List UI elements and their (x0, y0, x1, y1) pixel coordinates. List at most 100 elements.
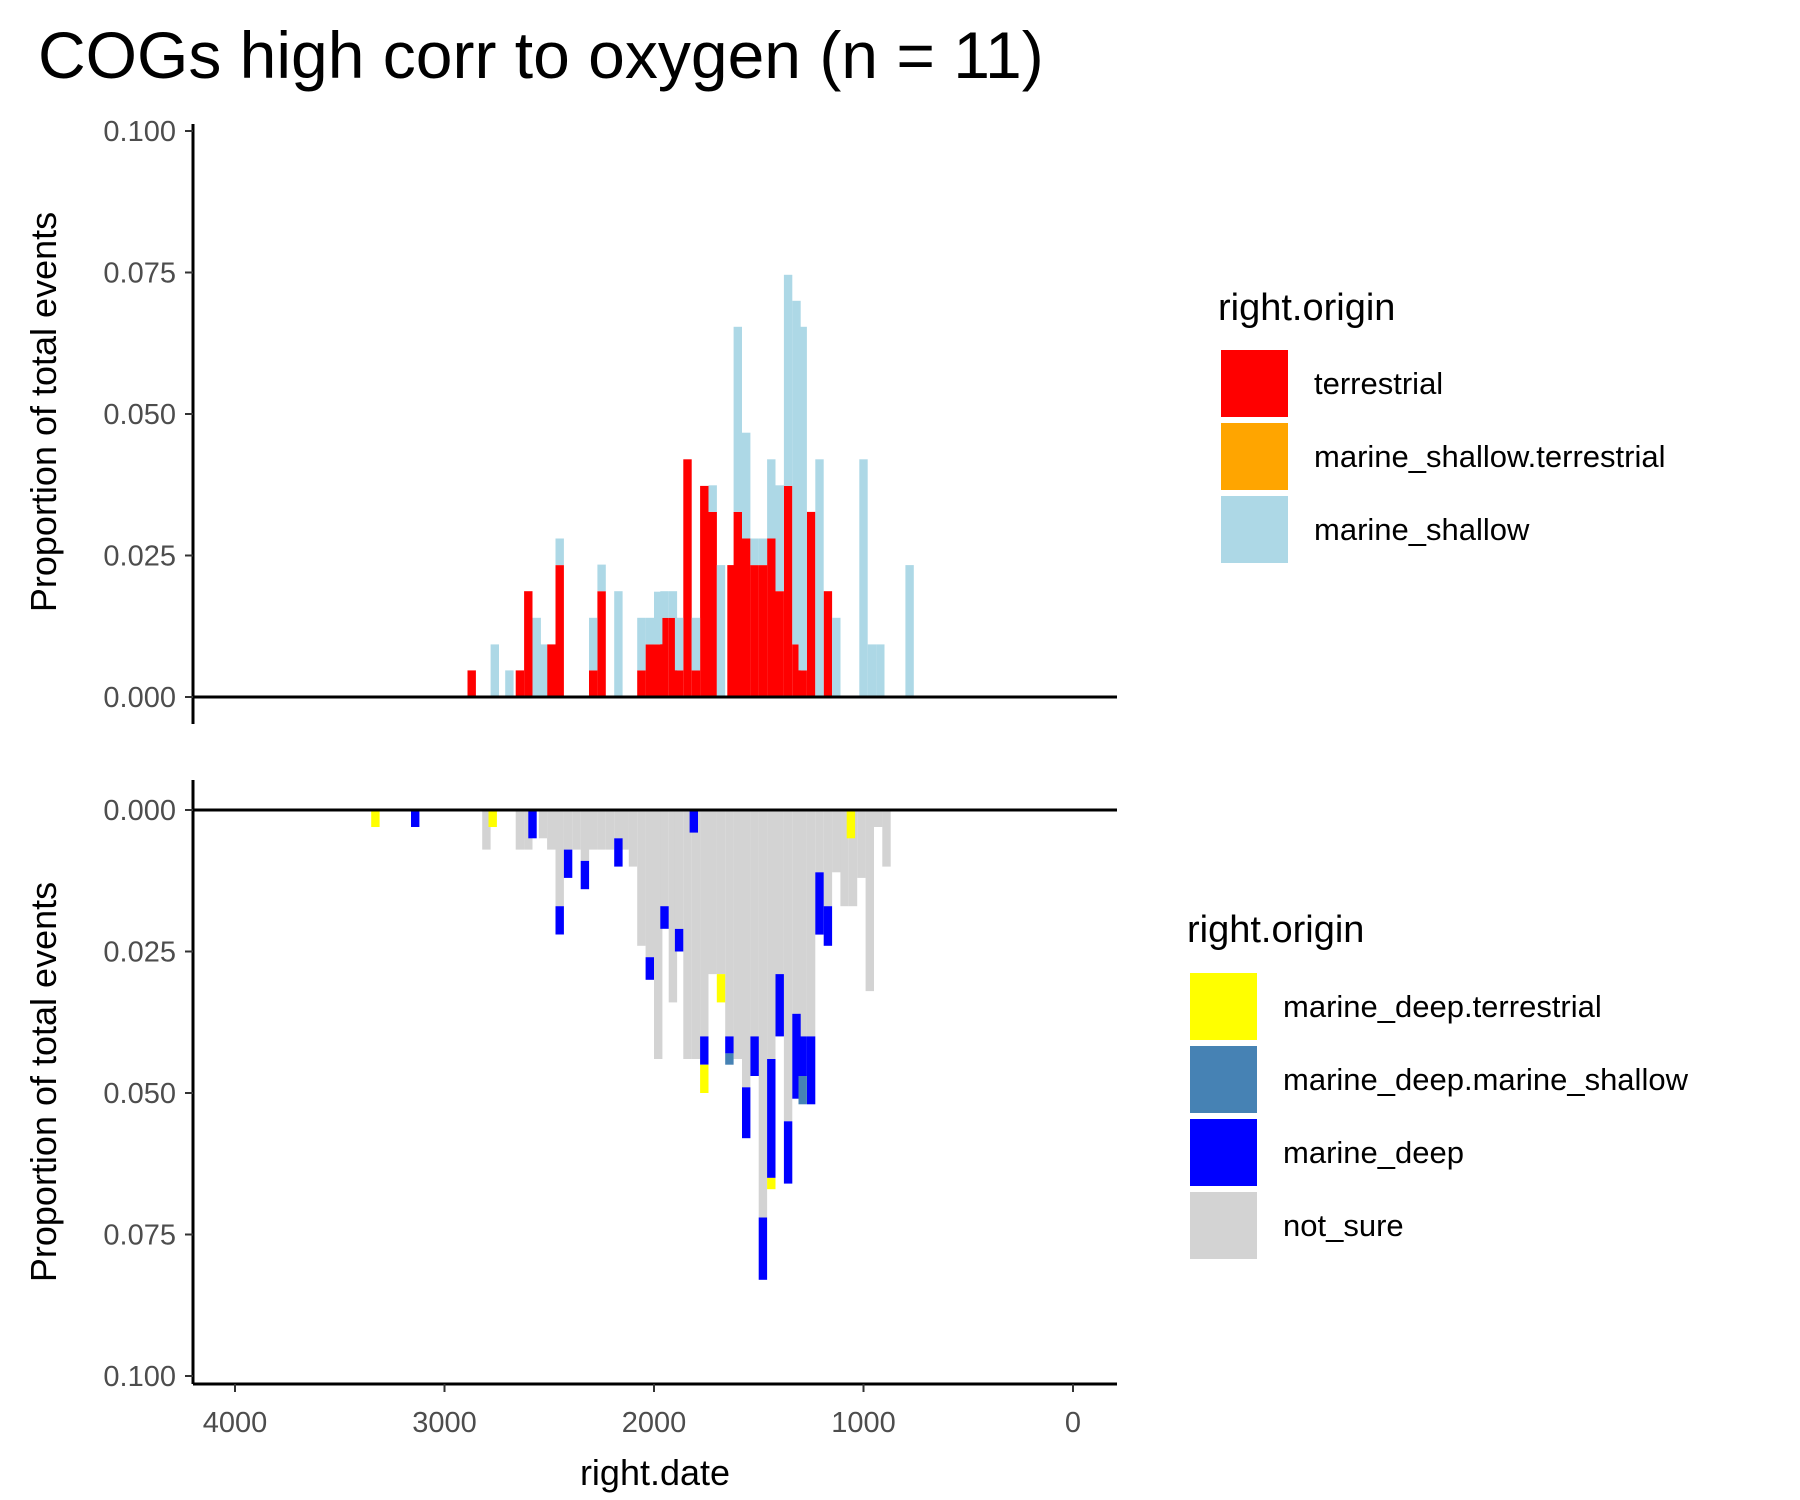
bottom-bar-not-sure (815, 810, 824, 873)
bottom-bar-marine-deep (792, 1013, 801, 1099)
top-bar-terrestrial (783, 485, 793, 697)
top-bar-terrestrial (792, 644, 801, 697)
top-bar-terrestrial (645, 644, 654, 697)
top-bar-marine-shallow (867, 644, 877, 697)
bottom-x-ticks: 4000 3000 2000 1000 0 (203, 1384, 1081, 1439)
bottom-bar-not-sure (654, 810, 663, 1059)
legend-label: marine_deep.terrestrial (1283, 989, 1602, 1024)
bottom-bar-not-sure (742, 810, 751, 1088)
bottom-bar-marine-deep (750, 1036, 759, 1076)
bottom-bar-marine-deep (742, 1087, 751, 1139)
bottom-bar-not-sure (767, 810, 776, 1059)
bottom-bar-marine-deep (700, 1036, 709, 1065)
top-bar-terrestrial (660, 617, 669, 697)
bottom-bar-not-sure (725, 810, 734, 1037)
x-tick-label: 4000 (203, 1407, 268, 1439)
top-bar-marine-shallow (490, 644, 499, 697)
top-bar-marine-shallow (668, 591, 678, 618)
top-bar-marine-shallow (876, 644, 885, 697)
bottom-bar-not-sure (783, 810, 793, 1122)
bottom-bar-marine-deep-terrestrial (371, 810, 380, 827)
top-bar-terrestrial (708, 511, 717, 697)
bottom-bar-not-sure (668, 810, 678, 1003)
top-bar-terrestrial (700, 485, 709, 697)
bottom-bar-marine-deep (815, 872, 824, 935)
top-bar-marine-shallow (555, 538, 564, 566)
bottom-bar-not-sure (538, 810, 548, 839)
top-bar-marine-shallow (589, 617, 598, 671)
legend-label: marine_deep (1283, 1135, 1464, 1170)
legend-swatch (1221, 423, 1288, 490)
bottom-bar-marine-deep (689, 810, 698, 833)
bottom-bar-marine-deep (783, 1121, 793, 1184)
x-axis-label: right.date (580, 1452, 730, 1493)
top-bar-marine-shallow (654, 591, 663, 645)
top-bar-marine-shallow (832, 617, 841, 697)
top-bars (467, 274, 914, 697)
bottom-y-ticks: 0.000 0.025 0.050 0.075 0.100 (103, 795, 193, 1393)
top-bar-marine-shallow (783, 274, 793, 486)
top-bar-marine-shallow (691, 617, 701, 671)
bottom-bar-not-sure (792, 810, 801, 1014)
top-bar-marine-shallow (905, 565, 914, 697)
legend-top-title: right.origin (1218, 287, 1395, 329)
bottom-bar-not-sure (823, 810, 833, 907)
top-bar-marine-shallow (505, 670, 514, 697)
top-bar-marine-shallow (645, 617, 654, 645)
top-bar-terrestrial (775, 591, 784, 697)
x-tick-label: 3000 (412, 1407, 477, 1439)
legend-label: marine_shallow (1314, 512, 1530, 547)
bottom-bar-not-sure (605, 810, 615, 850)
bottom-bar-marine-deep (823, 906, 833, 946)
bottom-bar-not-sure (555, 810, 564, 907)
top-bar-terrestrial (637, 670, 646, 697)
top-bar-marine-shallow (532, 617, 541, 697)
legend-top: right.origin terrestrial marine_shallow.t… (1218, 287, 1665, 563)
bottom-bar-marine-deep (806, 1036, 816, 1105)
top-bar-terrestrial (668, 617, 678, 697)
top-bar-marine-shallow (758, 538, 768, 566)
top-bar-terrestrial (555, 565, 564, 697)
top-bar-marine-shallow (614, 591, 623, 697)
top-bar-terrestrial (767, 538, 776, 697)
bottom-bar-marine-deep (775, 974, 784, 1037)
top-bar-terrestrial (691, 670, 701, 697)
top-y-ticks: 0.000 0.025 0.050 0.075 0.100 (103, 116, 193, 714)
top-bar-terrestrial (750, 565, 759, 697)
top-bar-terrestrial (589, 670, 598, 697)
bottom-bar-not-sure (840, 810, 849, 907)
bottom-bar-marine-deep (758, 1217, 768, 1280)
y-tick-label: 0.075 (103, 258, 176, 290)
legend-bottom: right.origin marine_deep.terrestrialmari… (1187, 909, 1689, 1259)
x-tick-label: 2000 (622, 1407, 687, 1439)
bottom-bar-marine-deep-terrestrial (488, 810, 497, 827)
y-tick-label: 0.100 (103, 1361, 176, 1393)
top-bar-terrestrial (733, 511, 742, 697)
y-tick-label: 0.000 (103, 795, 176, 827)
bottom-bar-marine-deep-marine-shallow (725, 1053, 734, 1065)
top-bar-terrestrial (727, 565, 736, 697)
legend-label: terrestrial (1314, 366, 1443, 401)
bottom-bar-not-sure (882, 810, 891, 867)
bottom-bar-not-sure (775, 810, 784, 975)
y-tick-label: 0.050 (103, 399, 176, 431)
bottom-bar-not-sure (620, 810, 629, 850)
bottom-bar-not-sure (874, 810, 883, 827)
bottom-bar-not-sure (628, 810, 638, 867)
top-bar-marine-shallow (767, 459, 776, 539)
bottom-bar-not-sure (563, 810, 573, 850)
y-tick-label: 0.075 (103, 1220, 176, 1252)
top-bar-marine-shallow (750, 538, 759, 566)
top-bar-marine-shallow (716, 565, 726, 697)
bottom-bar-not-sure (865, 810, 874, 992)
bottom-bar-not-sure (708, 810, 717, 975)
bottom-bar-not-sure (758, 810, 768, 1218)
bottom-bar-not-sure (660, 810, 669, 907)
y-tick-label: 0.050 (103, 1078, 176, 1110)
top-y-axis-label: Proportion of total events (23, 212, 64, 612)
top-bar-marine-shallow (815, 459, 824, 697)
bottom-bar-marine-deep (528, 810, 537, 839)
top-bar-marine-shallow (775, 485, 784, 592)
top-bar-marine-shallow (798, 326, 807, 671)
top-bar-terrestrial (467, 670, 476, 697)
